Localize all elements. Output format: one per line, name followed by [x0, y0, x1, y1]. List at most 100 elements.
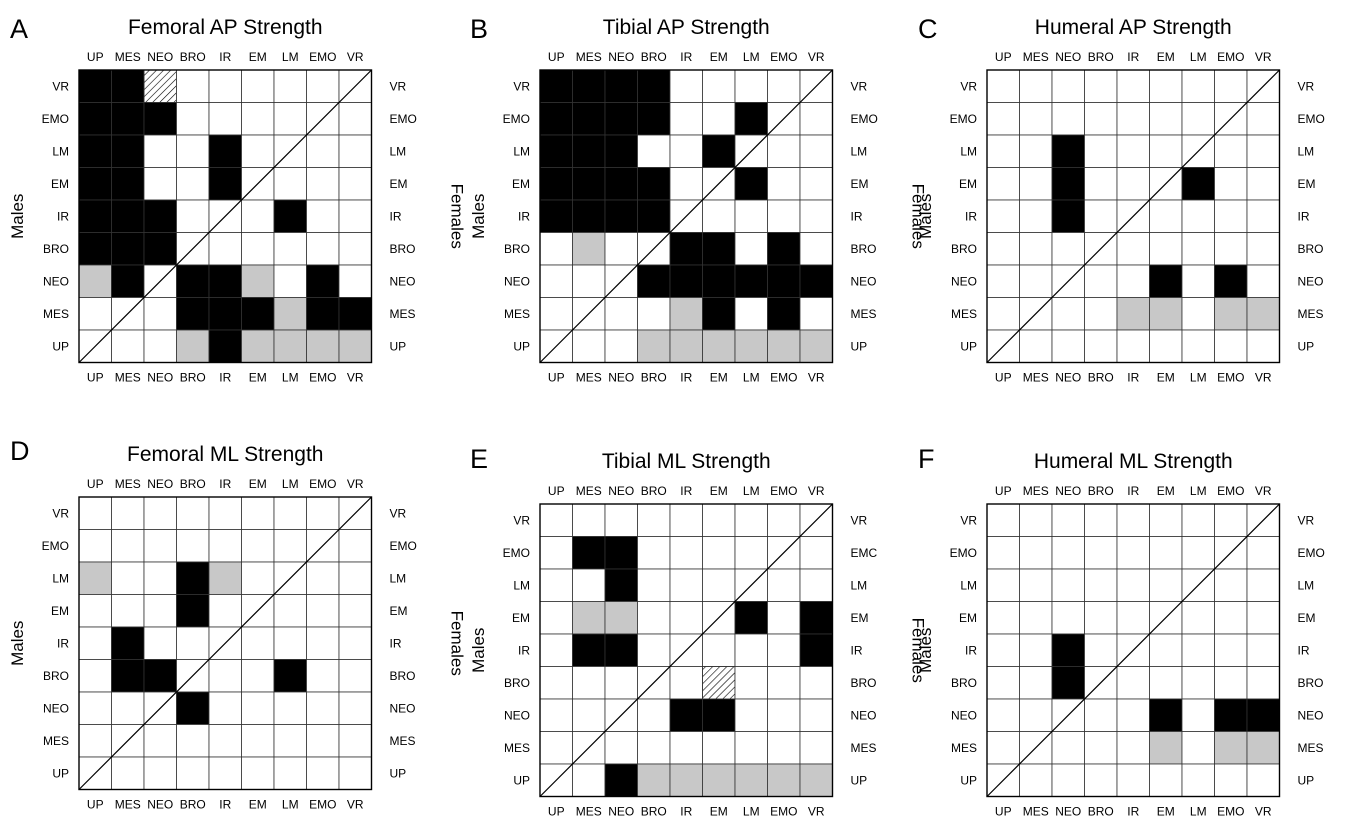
right-tick-label: BRO [1298, 676, 1324, 690]
cell-emo-up [78, 102, 112, 136]
cell-mes-ir [208, 297, 242, 331]
cell-em-neo [604, 167, 638, 201]
cell-up-emo [767, 329, 801, 363]
cell-neo-emo [1214, 698, 1248, 732]
cell-bro-up [539, 666, 573, 700]
top-tick-label: MES [1023, 484, 1049, 498]
left-tick-label: UP [960, 339, 977, 353]
cell-bro-emo [306, 232, 340, 266]
top-tick-label: IR [219, 50, 231, 64]
panel-letter: C [918, 14, 938, 44]
diagonal-line [78, 496, 372, 790]
cell-ir-up [986, 633, 1020, 667]
cell-bro-neo [604, 666, 638, 700]
cell-emo-neo [604, 102, 638, 136]
cell-neo-emo [306, 691, 340, 725]
cell-lm-up [986, 134, 1020, 168]
top-tick-label: IR [680, 50, 692, 64]
left-tick-label: EM [51, 177, 69, 191]
cell-bro-em [702, 232, 736, 266]
cell-neo-emo [306, 264, 340, 298]
right-tick-label: EMO [851, 112, 878, 126]
left-tick-label: IR [965, 209, 977, 223]
cell-lm-ir [208, 561, 242, 595]
bottom-tick-label: UP [87, 371, 104, 385]
cell-emo-bro [176, 529, 210, 563]
cell-neo-ir [208, 691, 242, 725]
cell-lm-em [702, 568, 736, 602]
cell-mes-vr [799, 297, 833, 331]
cell-bro-up [539, 232, 573, 266]
cell-bro-em [1149, 232, 1183, 266]
cell-emo-em [241, 529, 275, 563]
cell-emo-mes [1019, 102, 1053, 136]
cell-lm-em [1149, 134, 1183, 168]
cell-up-em [702, 329, 736, 363]
right-tick-label: UP [1298, 773, 1315, 787]
panel-d: D Femoral ML Strength UP UP MES MES NEO NEO BRO B… [8, 436, 467, 812]
left-tick-label: EMO [503, 112, 530, 126]
top-tick-label: NEO [1055, 484, 1081, 498]
cell-up-neo [143, 329, 177, 363]
cell-mes-emo [306, 297, 340, 331]
cell-mes-emo [306, 724, 340, 758]
bottom-tick-label: NEO [608, 805, 634, 818]
bottom-tick-label: LM [282, 371, 299, 385]
cell-neo-mes [572, 698, 606, 732]
left-tick-label: VR [52, 506, 69, 520]
cell-emo-up [986, 536, 1020, 570]
left-tick-label: EMO [950, 546, 977, 560]
cell-mes-lm [734, 731, 768, 765]
cell-emo-lm [734, 102, 768, 136]
right-tick-label: LM [1298, 144, 1315, 158]
cell-emo-vr [338, 529, 372, 563]
cell-emo-ir [1116, 536, 1150, 570]
cell-bro-up [986, 232, 1020, 266]
cell-neo-bro [1084, 698, 1118, 732]
bottom-tick-label: LM [1190, 805, 1207, 818]
cell-ir-lm [1181, 633, 1215, 667]
cell-vr-emo [306, 496, 340, 530]
cell-neo-em [702, 264, 736, 298]
cell-bro-em [241, 232, 275, 266]
cell-emo-mes [111, 529, 145, 563]
cell-lm-em [1149, 568, 1183, 602]
left-tick-label: UP [513, 773, 530, 787]
cell-mes-lm [273, 724, 307, 758]
cell-up-em [1149, 763, 1183, 797]
bottom-tick-label: IR [680, 371, 692, 385]
cell-mes-emo [767, 297, 801, 331]
bottom-tick-label: UP [995, 805, 1012, 818]
top-tick-label: EMO [770, 50, 797, 64]
cell-vr-up [78, 69, 112, 103]
cell-mes-ir [208, 724, 242, 758]
right-tick-label: IR [851, 643, 863, 657]
right-tick-label: EM [851, 177, 869, 191]
cell-emo-bro [176, 102, 210, 136]
cell-em-up [539, 167, 573, 201]
cell-emo-up [986, 102, 1020, 136]
left-tick-label: LM [960, 144, 977, 158]
cell-up-lm [273, 756, 307, 790]
cell-lm-emo [1214, 568, 1248, 602]
cell-emo-em [702, 536, 736, 570]
cell-lm-ir [669, 568, 703, 602]
cell-emo-bro [1084, 102, 1118, 136]
bottom-tick-label: BRO [1088, 371, 1114, 385]
cell-lm-vr [338, 134, 372, 168]
cell-bro-neo [1051, 232, 1085, 266]
cell-lm-em [702, 134, 736, 168]
top-tick-label: MES [576, 484, 602, 498]
bottom-tick-label: BRO [641, 371, 667, 385]
cell-em-lm [1181, 601, 1215, 635]
cell-neo-lm [1181, 264, 1215, 298]
bottom-tick-label: UP [995, 371, 1012, 385]
bottom-tick-label: LM [743, 805, 760, 818]
left-tick-label: NEO [43, 701, 69, 715]
left-tick-label: LM [513, 144, 530, 158]
cell-vr-neo [1051, 69, 1085, 103]
top-tick-label: VR [808, 50, 825, 64]
cell-em-bro [1084, 601, 1118, 635]
cell-up-lm [273, 329, 307, 363]
cell-vr-mes [1019, 503, 1053, 537]
